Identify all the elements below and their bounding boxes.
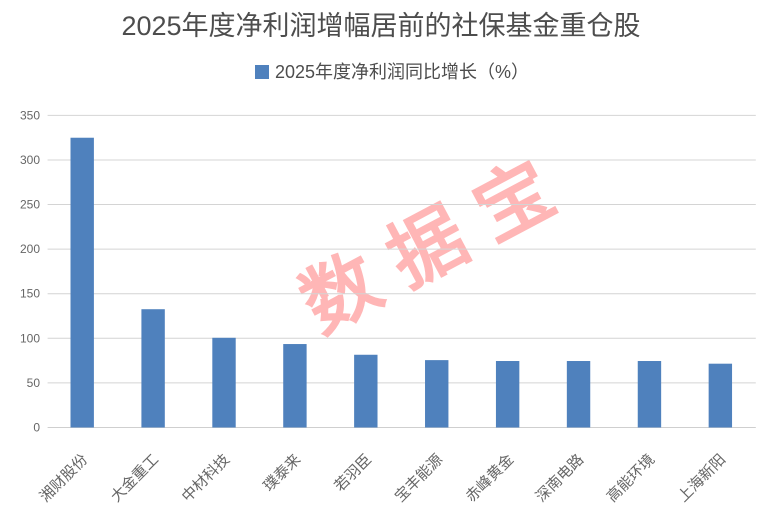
svg-text:50: 50 xyxy=(27,376,41,390)
svg-text:350: 350 xyxy=(20,108,40,122)
svg-text:200: 200 xyxy=(20,242,40,256)
svg-text:300: 300 xyxy=(20,153,40,167)
svg-text:150: 150 xyxy=(20,287,40,301)
svg-text:0: 0 xyxy=(33,421,40,435)
svg-text:100: 100 xyxy=(20,331,40,345)
svg-text:250: 250 xyxy=(20,198,40,212)
